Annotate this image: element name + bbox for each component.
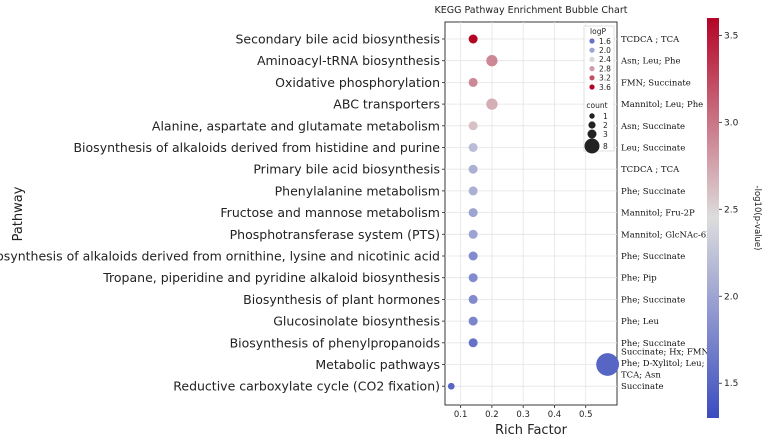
- bubble: [447, 382, 455, 390]
- plot-frame: [444, 21, 618, 406]
- pathway-label: Phenylalanine metabolism: [275, 183, 440, 198]
- colorbar-tick-label: 1.5: [724, 379, 738, 389]
- y-axis-label: Pathway: [11, 186, 26, 241]
- bubble: [468, 186, 478, 196]
- annotation-label: Asn; Succinate: [620, 122, 685, 132]
- bubble: [596, 353, 620, 376]
- annotation-label: Asn; Leu; Phe: [620, 57, 680, 67]
- x-tick-label: 0.3: [516, 410, 530, 420]
- legend-count-label: 1: [603, 112, 608, 121]
- legend-logp-label: 2.4: [599, 55, 611, 64]
- bubble: [468, 121, 478, 131]
- colorbar: [707, 18, 719, 418]
- annotation-label: Mannitol; Leu; Phe: [621, 100, 703, 110]
- annotation-label: Phe; Leu: [621, 317, 659, 327]
- annotation-label: Phe; Succinate: [621, 252, 685, 262]
- legend-logp-title: logP: [590, 27, 606, 36]
- legend-count-title: count: [586, 101, 607, 110]
- x-axis-label: Rich Factor: [495, 423, 568, 438]
- bubble: [486, 98, 498, 110]
- legend-logp-swatch: [589, 47, 595, 53]
- pathway-label: Secondary bile acid biosynthesis: [235, 32, 440, 47]
- metabolite-annotations: TCDCA ; TCA Asn; Leu; Phe FMN; Succinate Ma…: [620, 35, 712, 392]
- pathway-label: Aminoacyl-tRNA biosynthesis: [257, 53, 440, 68]
- legend-logp-swatch: [589, 84, 595, 90]
- legend-logp-label: 2.8: [599, 64, 611, 73]
- bubble: [468, 229, 478, 239]
- annotation-label: Leu; Succinate: [621, 144, 685, 154]
- bubble: [468, 251, 478, 261]
- colorbar-label: -log10(p-value): [752, 186, 762, 251]
- legend-logp-swatch: [589, 66, 595, 72]
- pathway-label: Phosphotransferase system (PTS): [230, 227, 440, 242]
- legend-logp-label: 3.2: [599, 74, 611, 83]
- x-tick-label: 0.4: [548, 410, 562, 420]
- legend-count-label: 3: [603, 130, 608, 139]
- legend-logp-swatch: [589, 38, 595, 44]
- bubble: [468, 208, 478, 218]
- bubble: [468, 77, 478, 87]
- colorbar-tick-label: 2.5: [724, 205, 738, 215]
- colorbar-tick-label: 2.0: [724, 292, 739, 302]
- legend: logP count 1.62.02.42.83.23.6 123 8: [583, 25, 615, 154]
- legend-box: [583, 25, 615, 152]
- bubble: [468, 164, 478, 174]
- pathway-label: Metabolic pathways: [315, 357, 440, 372]
- pathway-label: Tropane, piperidine and pyridine alkaloi…: [102, 270, 440, 285]
- pathway-label: Biosynthesis of phenylpropanoids: [230, 335, 440, 350]
- pathway-label: Reductive carboxylate cycle (CO2 fixatio…: [173, 379, 440, 394]
- annotation-label: Phe; Succinate: [621, 339, 685, 349]
- annotation-label: Phe; Succinate: [621, 187, 685, 197]
- colorbar-tick-label: 3.0: [724, 118, 739, 128]
- colorbar-tick-label: 3.5: [724, 31, 738, 41]
- legend-count-label: 2: [603, 121, 608, 130]
- bubble: [468, 338, 478, 348]
- bubble: [468, 143, 478, 152]
- pathway-labels: Secondary bile acid biosynthesis Aminoacy…: [0, 32, 445, 394]
- chart-title: KEGG Pathway Enrichment Bubble Chart: [435, 5, 628, 16]
- legend-count-label: 8: [603, 142, 608, 151]
- pathway-label: Oxidative phosphorylation: [275, 75, 440, 90]
- pathway-label: Biosynthesis of alkaloids derived from h…: [73, 140, 440, 155]
- bubble: [468, 294, 478, 304]
- annotation-label: TCDCA ; TCA: [621, 165, 680, 175]
- bubbles: [447, 34, 620, 390]
- legend-logp-label: 3.6: [599, 83, 611, 92]
- pathway-label: Biosynthesis of alkaloids derived from o…: [0, 249, 440, 264]
- pathway-label: Fructose and mannose metabolism: [220, 205, 440, 220]
- bubble: [486, 55, 498, 67]
- legend-logp-label: 2.0: [599, 46, 611, 55]
- annotation-label: TCDCA ; TCA: [621, 35, 680, 45]
- pathway-label: Alanine, aspartate and glutamate metabol…: [152, 118, 440, 133]
- legend-logp-swatch: [589, 75, 595, 81]
- pathway-label: ABC transporters: [333, 97, 440, 112]
- annotation-label: Phe; Succinate: [621, 295, 685, 305]
- bubble: [468, 316, 478, 326]
- x-tick-label: 0.2: [485, 410, 499, 420]
- legend-count-swatch: [589, 113, 595, 119]
- x-axis-ticks: 0.1 0.2 0.3 0.4 0.5: [454, 405, 593, 420]
- annotation-label: FMN; Succinate: [621, 78, 691, 88]
- colorbar-ticks: 1.5 2.0 2.5 3.0 3.5: [719, 31, 739, 389]
- legend-count-swatch: [584, 138, 600, 154]
- pathway-label: Glucosinolate biosynthesis: [273, 314, 440, 329]
- pathway-label: Primary bile acid biosynthesis: [253, 162, 440, 177]
- legend-logp-swatch: [589, 56, 595, 63]
- annotation-label: Phe; Pip: [621, 274, 657, 284]
- annotation-label: Mannitol; GlcNAc-6P: [621, 230, 712, 240]
- x-tick-label: 0.5: [579, 410, 593, 420]
- legend-count-swatch: [587, 129, 597, 139]
- bubble: [468, 34, 478, 44]
- legend-count-swatch: [588, 121, 596, 129]
- x-tick-label: 0.1: [454, 410, 468, 420]
- legend-logp-label: 1.6: [599, 37, 611, 46]
- annotation-label: Succinate; Hx; FMN; Phe; D-Xylitol; Leu; T…: [621, 348, 711, 393]
- pathway-label: Biosynthesis of plant hormones: [243, 292, 440, 307]
- bubble: [468, 273, 478, 283]
- annotation-label: Mannitol; Fru-2P: [621, 209, 695, 219]
